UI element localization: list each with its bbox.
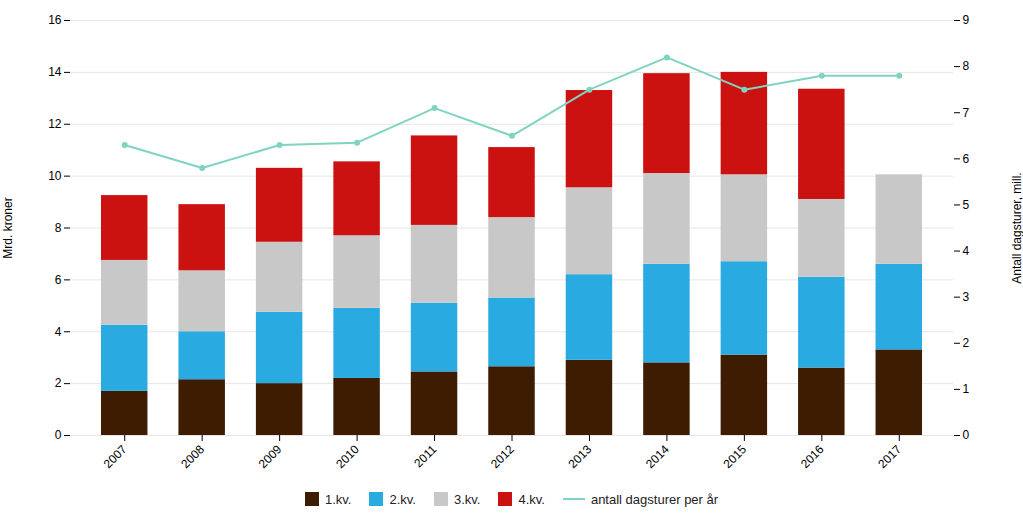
svg-text:2: 2 [55,376,62,390]
svg-text:10: 10 [48,169,62,183]
svg-text:7: 7 [963,106,970,120]
svg-text:Mrd. kroner: Mrd. kroner [1,197,15,258]
svg-text:2011: 2011 [411,442,439,470]
svg-text:4: 4 [55,325,62,339]
svg-text:1: 1 [963,382,970,396]
svg-text:2017: 2017 [875,442,904,471]
svg-text:2009: 2009 [256,442,285,471]
svg-text:16: 16 [48,13,62,27]
svg-text:2015: 2015 [720,442,749,471]
svg-text:2014: 2014 [643,442,672,471]
svg-text:0: 0 [963,428,970,442]
svg-text:12: 12 [48,117,62,131]
svg-text:14: 14 [48,65,62,79]
html-text:3.kv.: 3.kv. [453,491,481,507]
svg-text:4: 4 [963,244,970,258]
svg-text:6: 6 [963,152,970,166]
svg-text:2: 2 [963,336,970,350]
svg-text:2010: 2010 [333,442,362,471]
html-text:4.kv.: 4.kv. [518,491,545,507]
svg-text:2012: 2012 [488,442,517,471]
svg-text:6: 6 [55,273,62,287]
html-text:2.kv.: 2.kv. [389,491,416,507]
svg-text:8: 8 [55,221,62,235]
svg-text:2016: 2016 [798,442,827,471]
svg-text:3: 3 [963,290,970,304]
svg-text:8: 8 [963,59,970,73]
svg-text:2007: 2007 [101,442,130,471]
html-text:antall dagsturer per år: antall dagsturer per år [590,491,719,507]
svg-text:2008: 2008 [178,442,207,471]
svg-text:9: 9 [963,13,970,27]
svg-text:2013: 2013 [566,442,595,471]
html-text:1.kv.: 1.kv. [324,491,352,507]
svg-text:Antall dagsturer, mill.: Antall dagsturer, mill. [1010,172,1023,283]
svg-text:0: 0 [55,428,62,442]
svg-text:5: 5 [963,198,970,212]
